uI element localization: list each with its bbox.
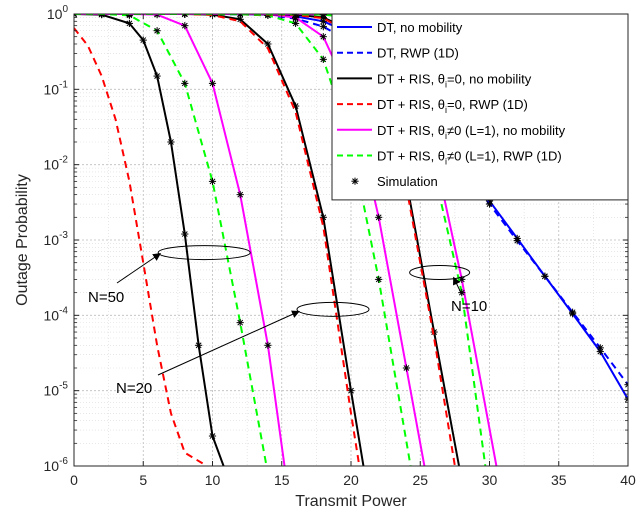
legend-entry: DT + RIS, θi≠0 (L=1), no mobility (337, 123, 566, 141)
x-tick-label: 35 (551, 472, 567, 488)
series-7 (74, 14, 361, 466)
n50-arrow (116, 253, 162, 284)
legend-label: Simulation (377, 174, 438, 189)
simulation-marker (319, 55, 327, 63)
simulation-marker (153, 72, 161, 80)
series-line (74, 27, 208, 466)
simulation-marker (74, 14, 78, 18)
n10-label: N=10 (451, 298, 487, 315)
legend-entry: DT, no mobility (337, 20, 463, 35)
simulation-marker (208, 177, 217, 185)
simulation-marker (264, 40, 272, 48)
simulation-marker (125, 19, 133, 28)
series-3 (74, 27, 208, 466)
y-tick-label: 10-5 (44, 381, 69, 399)
n20-ellipse (296, 301, 370, 317)
simulation-marker (375, 213, 383, 221)
legend-entry: DT + RIS, θi≠0 (L=1), RWP (1D) (337, 149, 562, 167)
x-tick-label: 5 (139, 472, 147, 488)
n20-arrow (157, 310, 300, 376)
simulation-marker (292, 19, 300, 28)
simulation-marker (167, 138, 175, 146)
annotations: N=50 N=20 N=10 (88, 245, 487, 397)
simulation-marker (236, 191, 244, 199)
n10-ellipse (409, 265, 471, 281)
simulation-marker (98, 14, 106, 18)
legend-entry: DT + RIS, θi=0, no mobility (337, 71, 532, 89)
x-tick-label: 40 (620, 472, 636, 488)
series-line (74, 14, 365, 466)
simulation-marker (624, 395, 628, 403)
legend-marker (351, 177, 359, 185)
simulation-marker (624, 381, 628, 389)
simulation-marker (569, 308, 577, 316)
n50-ellipse (157, 245, 251, 261)
simulation-marker (208, 79, 217, 87)
y-tick-label: 10-3 (44, 230, 69, 248)
x-tick-label: 25 (412, 472, 428, 488)
simulation-marker (402, 364, 410, 372)
simulation-marker (139, 36, 147, 44)
simulation-marker (485, 200, 494, 208)
x-axis-ticks: 0 5 10 15 20 25 30 35 40 (70, 14, 636, 488)
x-tick-label: 15 (274, 472, 290, 488)
x-axis-label: Transmit Power (295, 493, 407, 510)
simulation-marker (319, 14, 327, 19)
y-tick-label: 10-2 (44, 155, 69, 173)
simulation-marker (319, 23, 327, 31)
n10-arrow (453, 276, 463, 296)
legend-entry: Simulation (351, 174, 438, 189)
simulation-marker (181, 79, 189, 87)
legend-label: DT + RIS, θi≠0 (L=1), RWP (1D) (377, 149, 562, 167)
x-tick-label: 10 (205, 472, 221, 488)
legend-box (331, 13, 629, 201)
legend: DT, no mobility DT, RWP (1D) DT + RIS, θi=… (331, 13, 629, 201)
y-axis-label: Outage Probability (14, 174, 31, 306)
legend-entry: DT, RWP (1D) (337, 46, 459, 61)
simulation-marker (319, 33, 327, 41)
simulation-marker (236, 319, 244, 327)
y-tick-label: 100 (47, 4, 69, 22)
simulation-marker (541, 272, 549, 280)
x-tick-label: 20 (343, 472, 359, 488)
simulation-marker (513, 237, 521, 245)
legend-label: DT, RWP (1D) (377, 46, 459, 61)
n20-label: N=20 (116, 380, 152, 397)
simulation-marker (596, 344, 604, 352)
simulation-marker (153, 27, 161, 35)
simulation-marker (236, 14, 244, 18)
series-2 (74, 14, 225, 466)
x-tick-label: 30 (482, 472, 498, 488)
y-tick-label: 10-4 (44, 305, 69, 323)
legend-label: DT + RIS, θi=0, no mobility (377, 71, 532, 89)
series-line (74, 14, 361, 466)
simulation-marker (208, 432, 217, 440)
legend-label: DT + RIS, θi≠0 (L=1), no mobility (377, 123, 566, 141)
series-line (74, 14, 225, 466)
y-tick-label: 10-1 (44, 79, 69, 97)
simulation-marker (195, 341, 203, 349)
series-line (74, 14, 412, 466)
legend-label: DT + RIS, θi=0, RWP (1D) (377, 97, 528, 115)
simulation-marker (125, 14, 133, 18)
y-tick-label: 10-6 (44, 456, 69, 474)
x-tick-label: 0 (70, 472, 78, 488)
legend-entry: DT + RIS, θi=0, RWP (1D) (337, 97, 528, 115)
n50-label: N=50 (88, 289, 124, 306)
simulation-marker (264, 341, 272, 349)
y-axis-ticks: 100 10-1 10-2 10-3 10-4 10-5 10-6 (44, 4, 628, 474)
simulation-marker (375, 275, 383, 283)
legend-label: DT, no mobility (377, 20, 463, 35)
simulation-marker (181, 14, 189, 18)
simulation-marker (181, 22, 189, 30)
simulation-marker (181, 230, 189, 238)
